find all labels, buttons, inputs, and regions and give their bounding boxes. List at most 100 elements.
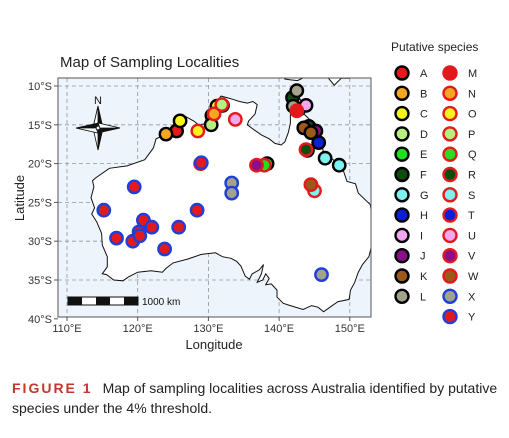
legend-label-N: N	[468, 88, 476, 100]
legend-swatch-C	[394, 105, 410, 122]
y-tick-label: 15°S	[28, 120, 52, 132]
legend-label-I: I	[420, 230, 423, 242]
y-axis-ticks: 10°S 15°S 20°S 25°S 30°S 35°S 40°S	[28, 81, 58, 326]
point-W	[303, 177, 319, 193]
point-G	[317, 150, 333, 166]
legend-label-Q: Q	[468, 149, 477, 161]
point-L	[289, 83, 305, 99]
legend-swatch-F	[394, 166, 410, 183]
legend-swatch-J	[394, 247, 410, 264]
scale-bar-label: 1000 km	[142, 297, 180, 308]
legend-label-V: V	[468, 251, 476, 263]
legend-label-U: U	[468, 230, 476, 242]
point-M	[289, 103, 305, 119]
legend-label-P: P	[468, 129, 475, 141]
legend-label-S: S	[468, 190, 475, 202]
legend-swatch-E	[394, 146, 410, 162]
legend-swatch-W	[442, 268, 458, 284]
legend-swatch-T	[442, 207, 458, 223]
figure: Map of Sampling Localities 110°E 120°E 130…	[12, 40, 479, 352]
point-N	[206, 106, 222, 122]
legend-label-B: B	[420, 88, 427, 100]
x-tick-label: 110°E	[52, 323, 81, 335]
point-Y	[157, 241, 173, 257]
point-B	[158, 126, 174, 142]
legend-swatch-H	[394, 207, 410, 223]
legend-label-M: M	[468, 68, 477, 80]
point-Y	[109, 230, 124, 246]
legend-swatch-A	[394, 65, 410, 81]
point-V	[249, 157, 264, 173]
legend-title: Putative species	[391, 40, 478, 54]
legend-label-O: O	[468, 109, 477, 121]
legend-label-D: D	[420, 129, 428, 141]
point-X	[224, 185, 240, 201]
figure-label: FIGURE 1	[12, 380, 93, 396]
legend-swatch-Y	[442, 308, 458, 325]
legend-swatch-R	[442, 166, 458, 183]
y-tick-label: 40°S	[28, 314, 52, 326]
point-U	[227, 112, 243, 127]
x-axis-ticks: 110°E 120°E 130°E 140°E 150°E	[52, 317, 365, 335]
legend-label-X: X	[468, 291, 476, 303]
legend-swatch-D	[394, 126, 410, 142]
figure-caption: FIGURE 1 Map of sampling localities acros…	[12, 378, 498, 418]
point-R	[298, 142, 314, 158]
y-axis-label: Latitude	[12, 175, 27, 221]
x-tick-label: 150°E	[335, 323, 365, 335]
legend-label-F: F	[420, 170, 427, 182]
point-Y	[171, 219, 187, 235]
legend-swatch-G	[394, 187, 410, 203]
point-X	[314, 267, 329, 282]
point-O	[190, 123, 206, 139]
y-tick-label: 30°S	[28, 236, 52, 248]
point-Y	[132, 228, 148, 244]
north-arrow-icon: N	[75, 95, 121, 151]
legend-swatch-S	[442, 187, 458, 203]
legend-swatch-O	[442, 105, 458, 122]
legend-label-R: R	[468, 170, 476, 182]
point-Y	[144, 219, 160, 235]
point-Y	[189, 202, 205, 218]
legend-swatch-K	[394, 268, 410, 284]
x-tick-label: 140°E	[264, 323, 294, 335]
legend-swatch-L	[394, 288, 410, 304]
chart-title: Map of Sampling Localities	[60, 54, 239, 71]
legend-swatch-X	[442, 288, 458, 304]
figure-caption-text: Map of sampling localities across Austra…	[12, 380, 498, 416]
legend-label-Y: Y	[468, 312, 476, 324]
legend-swatch-N	[442, 85, 458, 102]
point-K	[303, 125, 319, 141]
x-tick-label: 130°E	[193, 323, 223, 335]
legend-swatch-U	[442, 227, 458, 244]
point-C	[172, 113, 188, 129]
legend-swatch-M	[442, 65, 458, 81]
point-Y	[193, 155, 209, 171]
legend-label-G: G	[420, 190, 429, 202]
legend-label-T: T	[468, 210, 475, 222]
point-P	[214, 97, 230, 113]
sampling-points	[96, 83, 347, 282]
point-G	[331, 157, 347, 173]
new-guinea-landmass	[284, 78, 351, 86]
point-Y	[96, 202, 112, 218]
plot-area	[57, 77, 372, 318]
legend-label-H: H	[420, 210, 428, 222]
y-tick-label: 35°S	[28, 275, 52, 287]
scale-bar: 1000 km	[67, 296, 180, 308]
legend-swatch-P	[442, 126, 458, 142]
legend-label-C: C	[420, 109, 428, 121]
legend-label-J: J	[420, 251, 426, 263]
legend-label-L: L	[420, 291, 426, 303]
y-tick-label: 10°S	[28, 81, 52, 93]
legend-label-W: W	[468, 271, 479, 283]
legend-label-E: E	[420, 149, 427, 161]
legend-swatch-Q	[442, 146, 458, 162]
legend-swatch-I	[394, 227, 410, 244]
legend-swatch-B	[394, 85, 410, 102]
x-tick-label: 120°E	[123, 323, 153, 335]
legend-swatch-V	[442, 247, 458, 264]
north-arrow-label: N	[94, 95, 102, 107]
x-axis-label: Longitude	[185, 337, 242, 352]
